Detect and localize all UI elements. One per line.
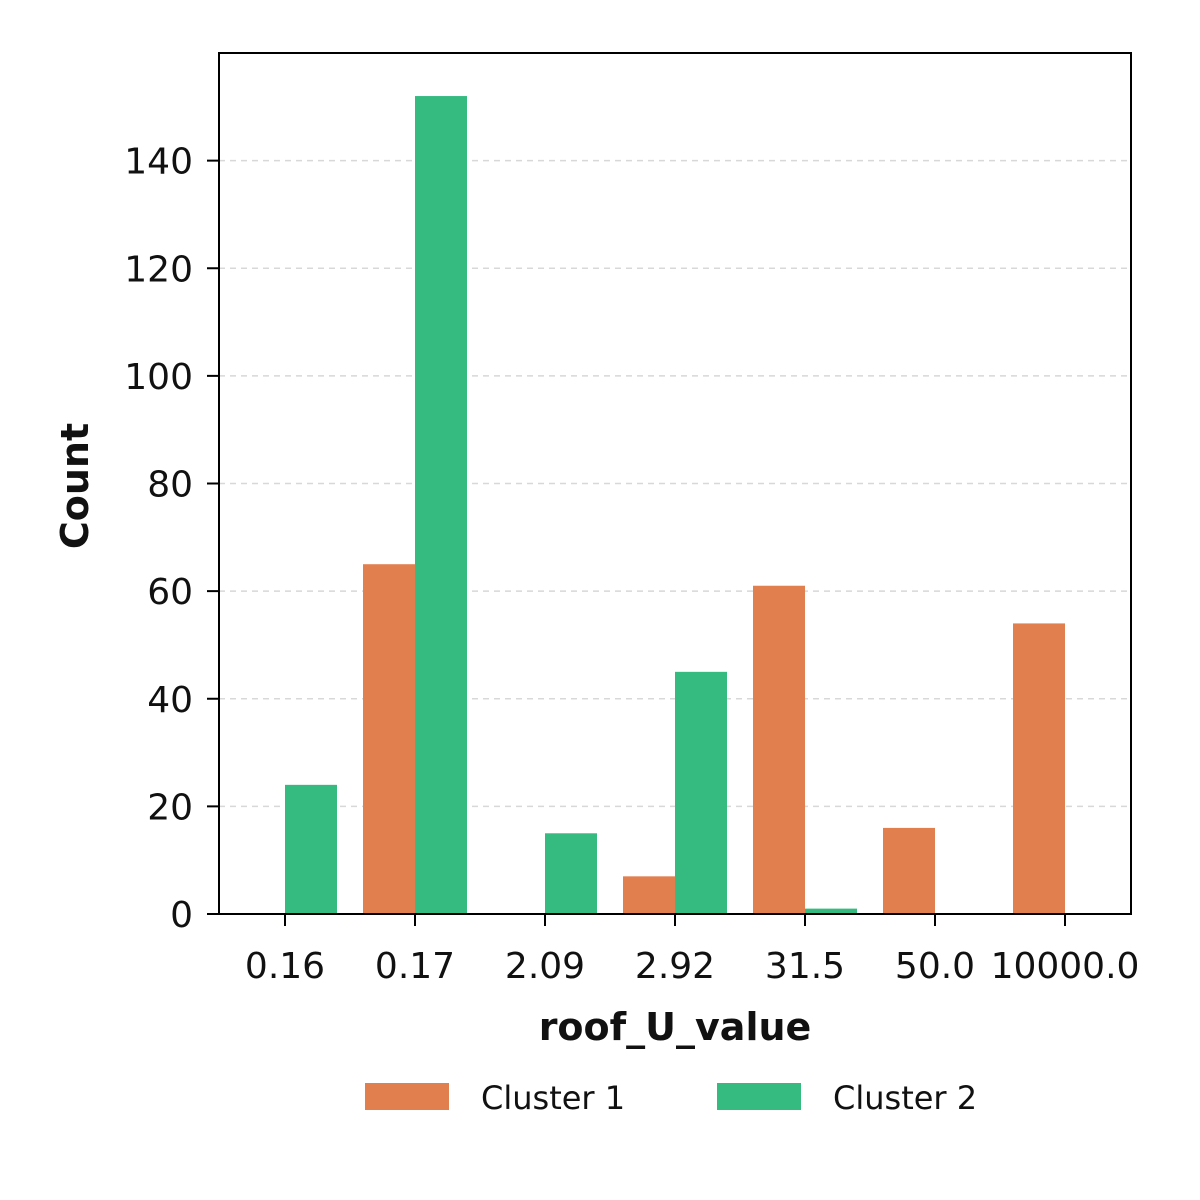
bar-cluster-2-0.17	[415, 96, 467, 915]
y-tick-label: 80	[147, 465, 193, 506]
x-tick-label: 2.09	[505, 946, 585, 987]
x-tick-label: 0.17	[375, 946, 455, 987]
bar-cluster-1-2.92	[623, 876, 675, 914]
y-tick-label: 40	[147, 680, 193, 721]
bar-cluster-2-31.5	[805, 908, 857, 914]
y-tick-label: 100	[124, 357, 193, 398]
bar-cluster-1-10000.0	[1013, 623, 1065, 914]
y-tick-label: 20	[147, 787, 193, 828]
bar-cluster-2-0.16	[285, 784, 337, 914]
legend-item-cluster-2: Cluster 2	[717, 1079, 977, 1117]
legend-label: Cluster 1	[481, 1079, 625, 1117]
bar-cluster-1-50.0	[883, 827, 935, 914]
x-tick-label: 0.16	[245, 946, 325, 987]
x-tick-label: 50.0	[895, 946, 975, 987]
bar-cluster-1-0.17	[363, 564, 415, 914]
x-axis-title: roof_U_value	[539, 1005, 812, 1049]
x-axis-ticks: 0.16 0.17 2.09 2.92 31.5 50.0 10000.0	[245, 914, 1140, 987]
x-tick-label: 2.92	[635, 946, 715, 987]
bars	[285, 96, 1065, 915]
y-axis-ticks: 0 20 40 60 80 100 120 140	[124, 142, 219, 936]
bar-cluster-1-31.5	[753, 585, 805, 914]
bar-cluster-2-2.09	[545, 833, 597, 914]
legend-label: Cluster 2	[833, 1079, 977, 1117]
y-tick-label: 140	[124, 142, 193, 183]
bar-cluster-2-2.92	[675, 671, 727, 914]
y-axis-title: Count	[53, 423, 97, 549]
y-tick-label: 0	[170, 895, 193, 936]
legend-swatch	[365, 1083, 449, 1110]
y-tick-label: 120	[124, 249, 193, 290]
legend-swatch	[717, 1083, 801, 1110]
legend: Cluster 1 Cluster 2	[365, 1079, 977, 1117]
legend-item-cluster-1: Cluster 1	[365, 1079, 625, 1117]
x-tick-label: 31.5	[765, 946, 845, 987]
x-tick-label: 10000.0	[991, 946, 1140, 987]
y-tick-label: 60	[147, 572, 193, 613]
